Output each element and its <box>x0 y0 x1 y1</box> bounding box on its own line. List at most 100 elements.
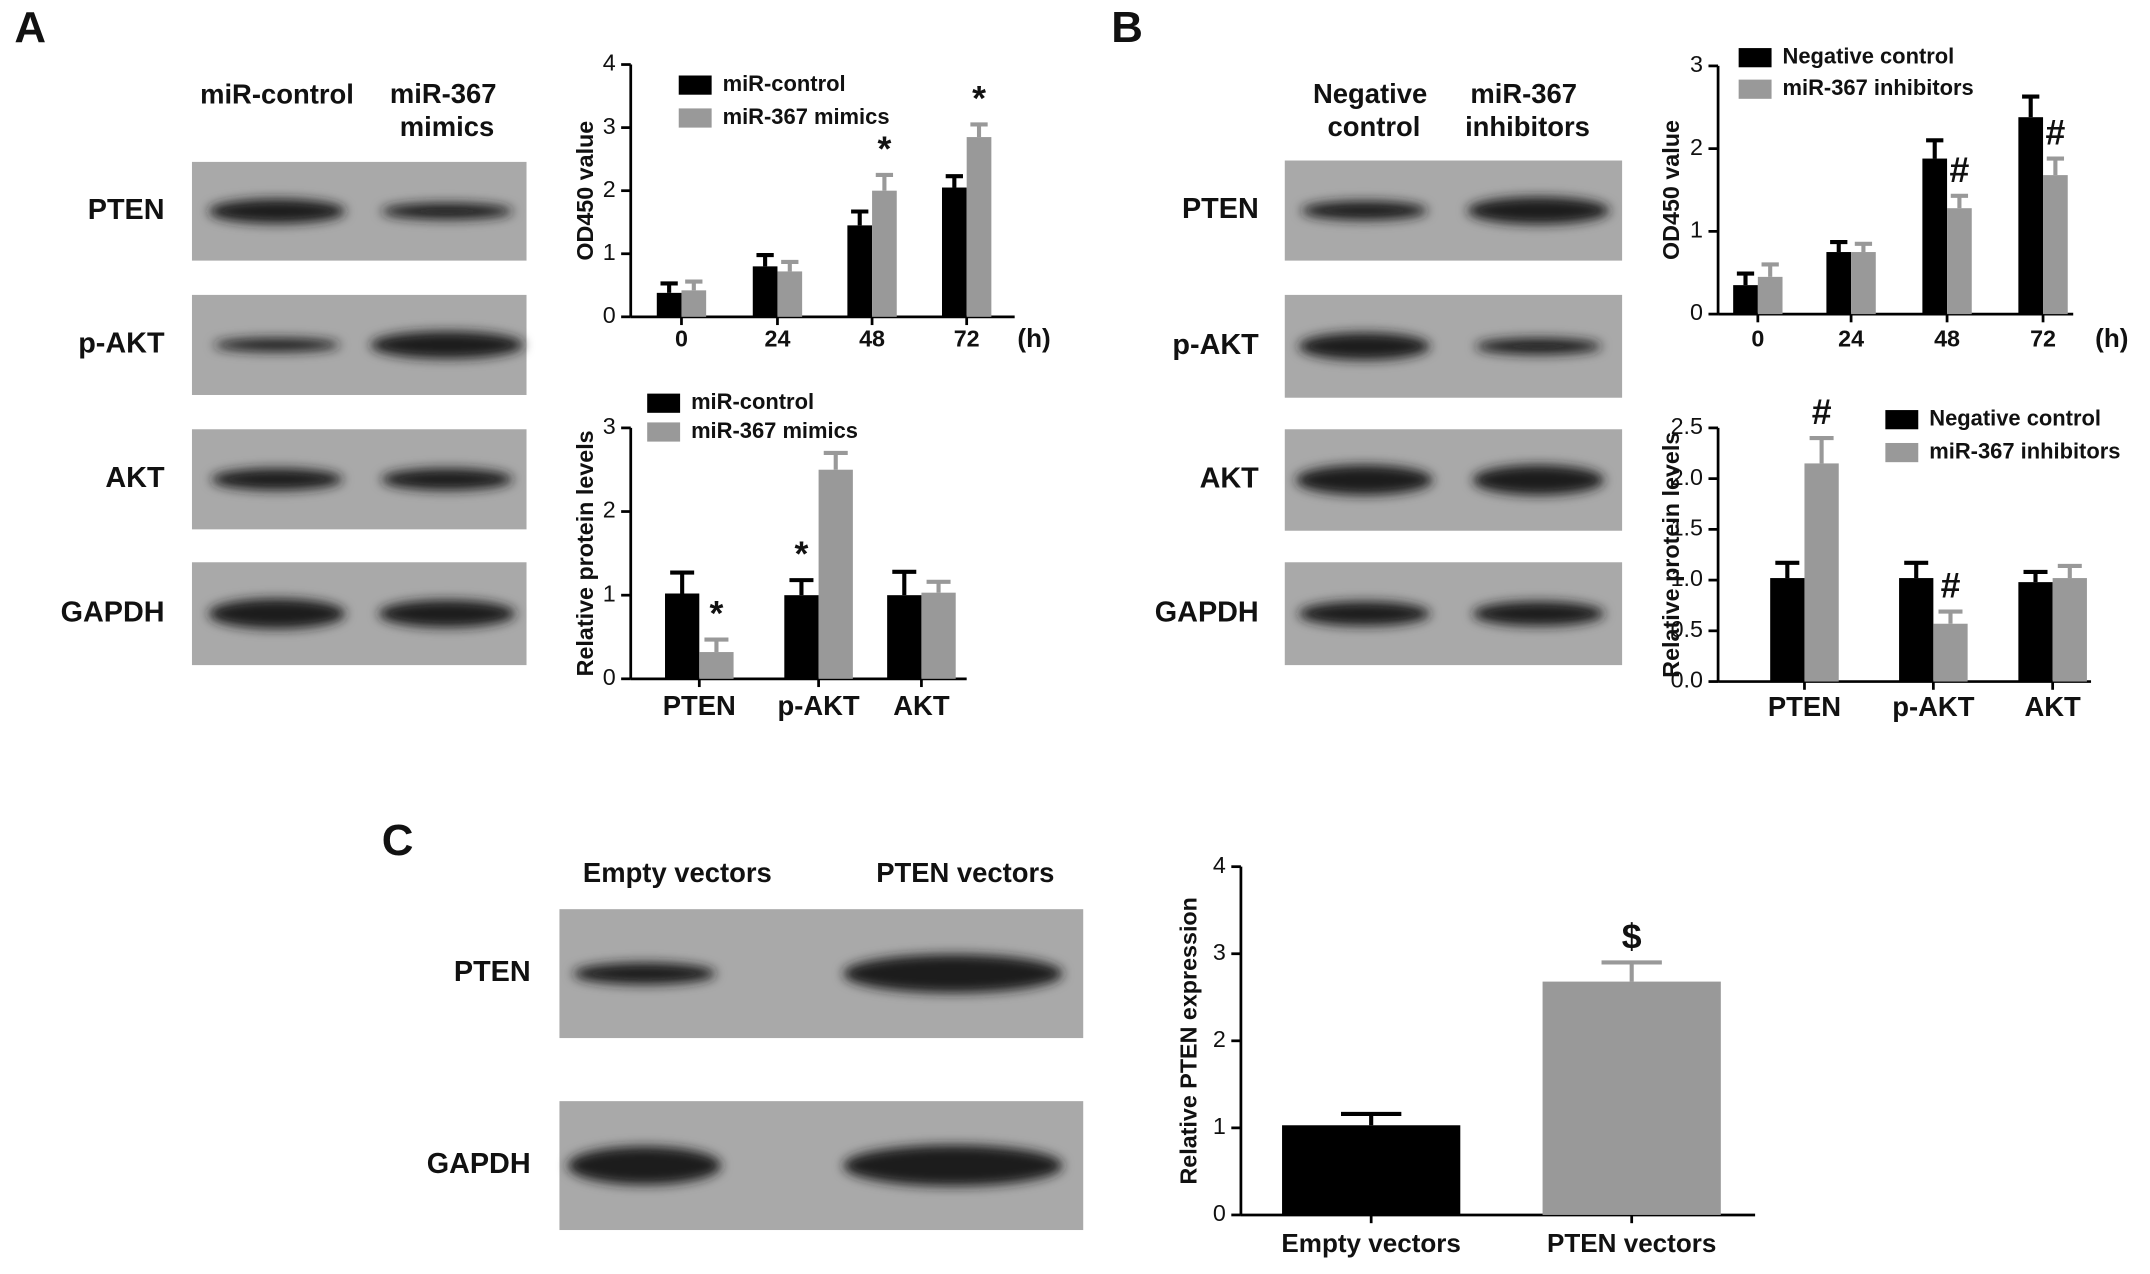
error-bar <box>1938 609 1963 624</box>
y-tick-label: 3 <box>1690 51 1703 77</box>
bar <box>752 266 778 317</box>
y-axis-label: Relative PTEN expression <box>1175 897 1201 1184</box>
y-tick-label: 1.0 <box>1671 565 1703 591</box>
panel-label: C <box>382 816 414 865</box>
bar <box>1899 578 1934 682</box>
row-label: p-AKT <box>78 328 165 360</box>
y-tick-label: 0.0 <box>1671 667 1703 693</box>
error-bar <box>1926 138 1944 159</box>
x-tick-label: p-AKT <box>777 690 859 721</box>
legend-label: Negative control <box>1783 43 1955 68</box>
bar <box>847 225 873 317</box>
bar <box>818 469 853 679</box>
blot-band <box>208 598 346 629</box>
error-bar <box>781 259 799 272</box>
y-axis-label: OD450 value <box>572 121 598 261</box>
error-bar <box>789 578 814 596</box>
bar <box>1757 276 1783 315</box>
y-tick-label: 1 <box>603 239 616 265</box>
row-label: GAPDH <box>1155 596 1259 628</box>
x-tick-label: 24 <box>1838 325 1864 351</box>
error-bar <box>2057 563 2082 579</box>
blot-band <box>370 331 524 359</box>
blot-band <box>381 468 513 491</box>
significance-mark: * <box>972 79 986 119</box>
x-tick-label: PTEN <box>1768 691 1841 722</box>
error-bar <box>970 122 988 138</box>
y-tick-label: 3 <box>603 413 616 439</box>
y-tick-label: 1 <box>603 580 616 606</box>
bar <box>941 187 967 317</box>
blot-band <box>1472 601 1605 627</box>
significance-mark: # <box>1949 150 1969 190</box>
error-bar <box>851 209 869 226</box>
row-label: AKT <box>105 462 165 494</box>
y-tick-label: 3 <box>603 113 616 139</box>
blot-band <box>567 1146 722 1185</box>
blot-band <box>843 1145 1063 1187</box>
bar <box>777 271 803 317</box>
blot-band <box>211 468 343 491</box>
x-tick-label: 0 <box>1751 325 1764 351</box>
x-tick-label: PTEN vectors <box>1547 1228 1716 1258</box>
legend-swatch <box>1885 410 1919 430</box>
x-tick-label: AKT <box>893 690 950 721</box>
y-tick-label: 2 <box>1213 1026 1226 1052</box>
y-axis-label: Relative protein levels <box>1658 432 1684 678</box>
blot-band <box>573 962 716 985</box>
panel-label: B <box>1111 3 1143 52</box>
bar <box>1933 623 1968 682</box>
error-bar <box>756 252 774 267</box>
blot-band <box>1467 196 1610 225</box>
error-bar <box>1830 240 1848 253</box>
y-tick-label: 1 <box>1213 1113 1226 1139</box>
x-tick-label: AKT <box>2024 691 2081 722</box>
error-bar <box>1736 271 1755 286</box>
bar <box>2018 582 2053 682</box>
legend-label: miR-control <box>691 389 814 414</box>
row-label: PTEN <box>1182 193 1259 225</box>
row-label: PTEN <box>454 956 531 988</box>
significance-mark: # <box>2045 113 2065 153</box>
lane-label: PTEN vectors <box>876 857 1054 888</box>
y-tick-label: 2 <box>603 176 616 202</box>
y-tick-label: 0.5 <box>1671 616 1703 642</box>
legend-label: miR-367 mimics <box>691 418 858 443</box>
y-tick-label: 2.5 <box>1671 413 1703 439</box>
legend-swatch <box>1738 48 1772 68</box>
y-tick-label: 0 <box>1690 299 1703 325</box>
bar <box>699 652 734 679</box>
error-bar <box>2046 156 2065 176</box>
bar <box>872 190 897 317</box>
error-bar <box>1761 262 1779 277</box>
bar <box>966 137 992 317</box>
lane-label: miR-367 inhibitors <box>1465 78 1590 142</box>
significance-mark: * <box>710 594 724 634</box>
y-tick-label: 2.0 <box>1671 464 1703 490</box>
x-tick-label: 72 <box>954 325 980 351</box>
bar <box>665 593 700 679</box>
x-tick-label: 0 <box>675 325 688 351</box>
x-tick-label: 48 <box>1934 325 1960 351</box>
lane-label: Negative control <box>1313 78 1435 142</box>
significance-mark: $ <box>1622 917 1642 957</box>
x-axis-unit: (h) <box>1017 323 1050 353</box>
error-bar <box>926 579 951 593</box>
error-bar <box>660 281 678 293</box>
x-axis-unit: (h) <box>2095 323 2128 353</box>
y-axis-label: OD450 value <box>1658 120 1684 260</box>
blot-band <box>843 954 1063 993</box>
legend-swatch <box>647 393 681 413</box>
y-tick-label: 0 <box>603 664 616 690</box>
legend-swatch <box>1885 442 1919 463</box>
lane-label: miR-367 mimics <box>390 78 504 142</box>
significance-mark: * <box>795 534 809 574</box>
y-tick-label: 0 <box>603 302 616 328</box>
x-tick-label: PTEN <box>663 690 736 721</box>
row-label: PTEN <box>88 194 165 226</box>
error-bar <box>1775 560 1800 579</box>
bar <box>1282 1125 1461 1215</box>
row-label: GAPDH <box>427 1148 531 1180</box>
row-label: p-AKT <box>1172 329 1259 361</box>
